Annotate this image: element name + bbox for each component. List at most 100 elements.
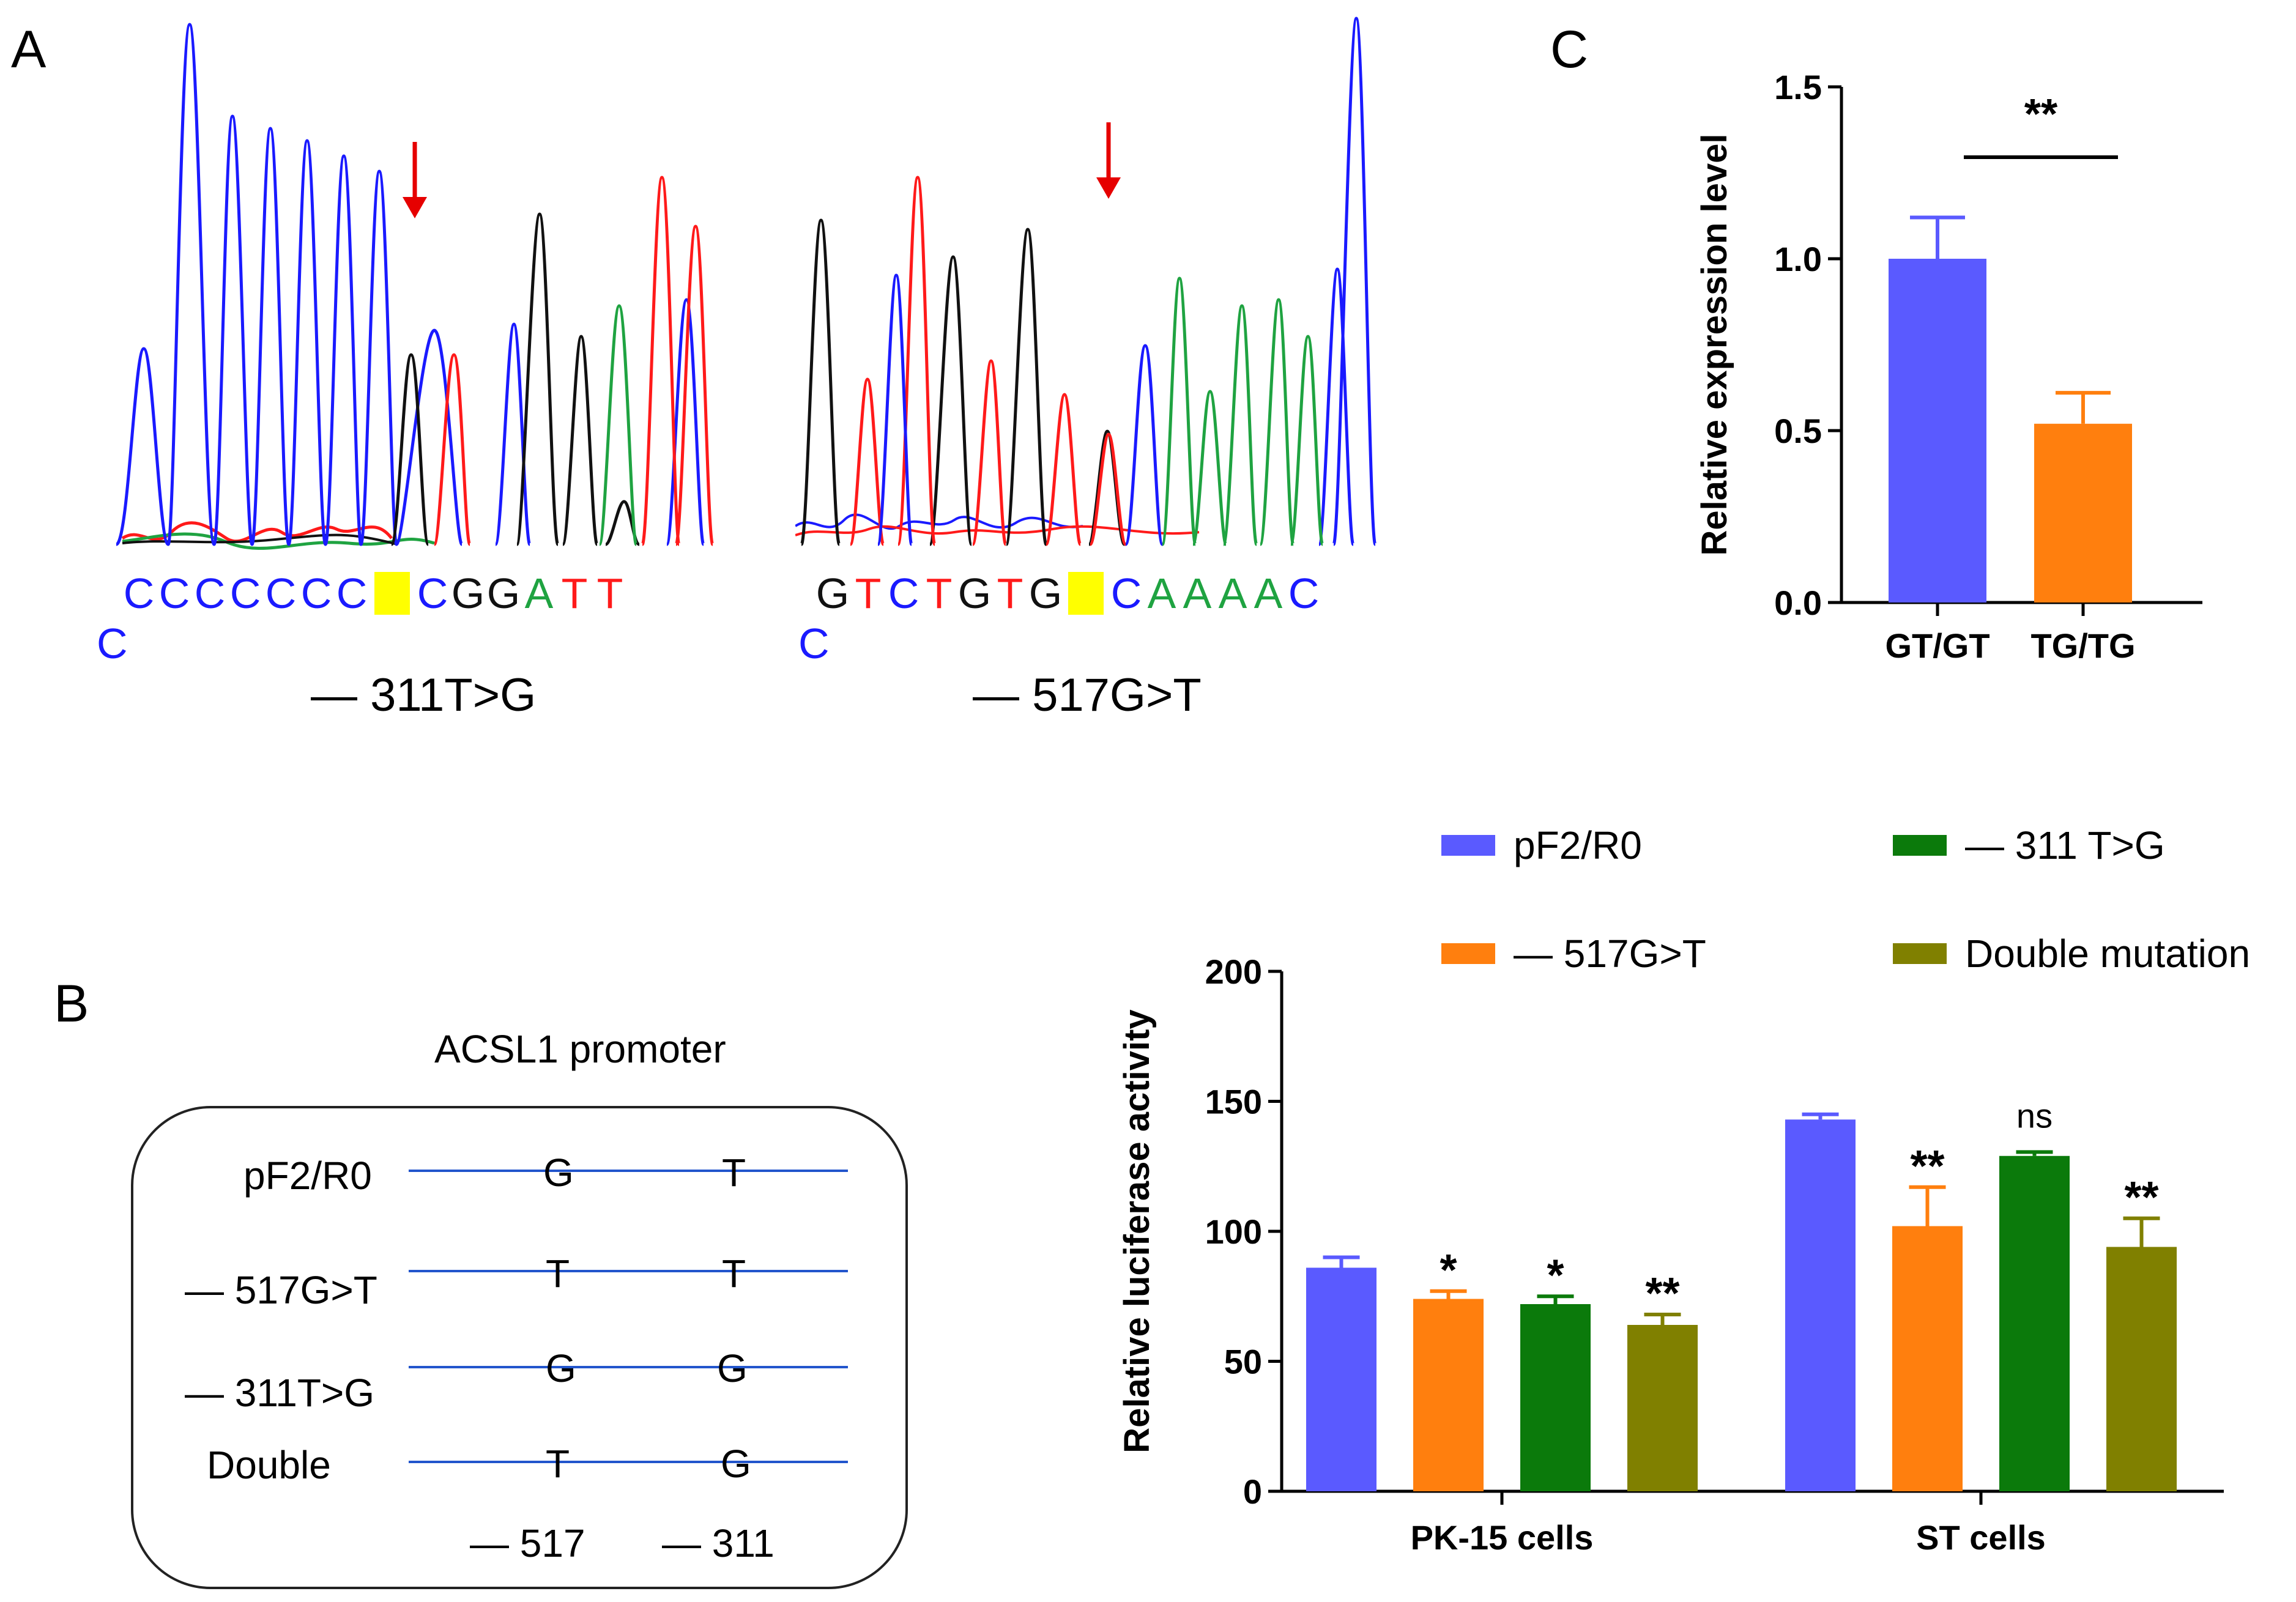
legend-item-3: — 311 T>G [1893,823,2165,868]
red-arrow-2-icon [1096,122,1121,199]
bar [1892,1226,1963,1491]
legend-label-1: pF2/R0 [1514,823,1642,867]
significance-label: * [1547,1251,1564,1300]
mutation-label-2: — 517G>T [973,669,1202,721]
bar [1413,1299,1484,1491]
sequence-base: A [1254,569,1283,617]
luciferase-chart: 0 50 100 150 200 Relative luciferase activity… [1117,952,2224,1557]
significance-label: ** [1910,1142,1944,1191]
promoter-line-1 [409,1170,848,1172]
promoter-base-311-4: G [721,1442,751,1486]
legend-label-2: — 517G>T [1514,932,1706,976]
promoter-base-517-4: T [546,1442,570,1486]
sequence-base: C [417,569,448,617]
chromatogram-2-noise-blue [795,513,1083,530]
bar [1999,1155,2070,1491]
bar [2106,1247,2177,1491]
chromatogram-2-peaks-c [876,17,1377,546]
sequence-base: A [1218,569,1247,617]
chromatogram-1-peaks-g [390,212,641,546]
expression-chart: 0.0 0.5 1.0 1.5 Relative expression level GT/… [1695,68,2202,665]
sequence-base: A [1147,569,1176,617]
y-axis-label: Relative luciferase activity [1117,1009,1157,1453]
chromatogram-2-peaks-a [1161,276,1324,546]
legend-swatch-4 [1893,943,1947,964]
sequence-base: C [158,569,190,617]
bar [1627,1325,1698,1491]
sequence-1-prefix: C [97,620,128,667]
chromatogram-2-peaks-t [849,176,1128,546]
promoter-row-label-1: pF2/R0 [243,1154,372,1198]
red-arrow-1-icon [403,142,427,218]
chromatogram-1 [116,23,715,550]
sequence-base: C [229,569,261,617]
chromatogram-1-peaks-c [116,23,464,546]
bar [2034,423,2132,603]
promoter-base-517-3: G [546,1346,576,1390]
legend-item-1: pF2/R0 [1441,823,1642,868]
chromatogram-1-peaks-a [598,304,638,546]
promoter-box [131,1106,908,1589]
promoter-title: ACSL1 promoter [434,1027,726,1071]
mutation-highlight [1068,572,1104,615]
sequence-base: T [855,569,882,617]
y-tick-label: 50 [1224,1343,1262,1381]
x-tick-label: PK-15 cells [1411,1518,1594,1557]
chromatogram-2 [795,17,1377,546]
promoter-base-311-2: T [722,1252,746,1296]
significance-label: ** [1645,1269,1679,1318]
bar [1785,1119,1856,1491]
sequence-base: G [957,569,992,617]
y-tick-label: 200 [1205,952,1262,991]
legend-swatch-2 [1441,943,1495,964]
promoter-line-2 [409,1270,848,1272]
promoter-base-311-1: T [722,1151,746,1195]
chromatogram-2-peaks-g [800,218,1126,546]
sequence-base: G [1028,569,1063,617]
panel-b-letter: B [54,974,89,1033]
legend-label-3: — 311 T>G [1965,823,2165,867]
promoter-line-4 [409,1461,848,1463]
sequence-base: A [524,569,554,617]
chromatogram-1-peaks-c-late [494,298,705,546]
significance-label: * [1440,1246,1457,1295]
y-tick-label: 100 [1205,1212,1262,1251]
sequence-base: T [997,569,1024,617]
legend-item-4: Double mutation [1893,931,2250,976]
promoter-position-311: — 311 [662,1521,775,1565]
chromatogram-1-peaks-t [433,176,715,546]
x-tick-label: ST cells [1916,1518,2046,1557]
mutation-label-1: — 311T>G [311,669,537,721]
sequence-base: C [194,569,226,617]
significance-label: ** [2124,1173,2158,1222]
y-tick-label: 0.5 [1774,412,1822,450]
sequence-base: T [561,569,588,617]
y-tick-label: 0 [1243,1472,1262,1511]
legend-swatch-1 [1441,835,1495,856]
promoter-position-517: — 517 [470,1521,585,1565]
bar [1520,1304,1591,1491]
sequence-2-prefix: C [798,620,830,667]
sequence-base: T [926,569,953,617]
y-tick-label: 150 [1205,1083,1262,1121]
sequence-base: G [815,569,850,617]
mutation-highlight [374,572,410,615]
y-tick-label: 1.5 [1774,68,1822,106]
panel-a-letter: A [11,20,46,79]
y-tick-label: 1.0 [1774,240,1822,278]
sequence-base: C [1110,569,1142,617]
sequence-base: C [336,569,368,617]
legend-item-2: — 517G>T [1441,931,1706,976]
legend-swatch-3 [1893,835,1947,856]
significance-label: ** [2024,90,2058,138]
sequence-base: C [888,569,920,617]
promoter-line-3 [409,1366,848,1368]
promoter-row-label-4: Double [207,1443,331,1487]
promoter-row-label-3: — 311T>G [185,1371,375,1415]
sequence-base: G [486,569,521,617]
x-tick-label: TG/TG [2030,626,2135,665]
sequence-base: A [1183,569,1212,617]
y-tick-label: 0.0 [1774,584,1822,622]
